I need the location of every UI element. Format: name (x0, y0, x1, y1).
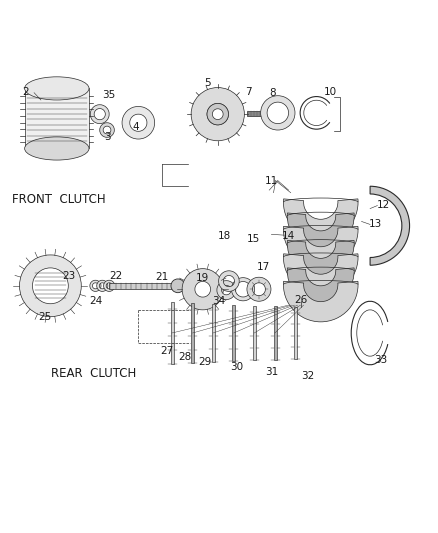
Text: REAR  CLUTCH: REAR CLUTCH (51, 367, 136, 380)
Ellipse shape (25, 137, 89, 160)
Text: 31: 31 (265, 367, 279, 377)
Wedge shape (370, 186, 410, 265)
Text: 25: 25 (39, 312, 52, 322)
Text: 26: 26 (294, 295, 307, 305)
Bar (212, 304, 215, 362)
Wedge shape (287, 240, 354, 277)
Wedge shape (191, 87, 244, 141)
Text: 24: 24 (90, 296, 103, 306)
Text: 28: 28 (178, 352, 191, 361)
Wedge shape (283, 281, 358, 322)
Wedge shape (100, 123, 114, 138)
Text: 33: 33 (374, 354, 388, 365)
Text: 3: 3 (104, 132, 110, 142)
Text: 23: 23 (62, 271, 75, 280)
Text: 18: 18 (218, 231, 231, 240)
Wedge shape (97, 280, 108, 292)
Wedge shape (122, 107, 155, 139)
Wedge shape (217, 281, 236, 300)
Ellipse shape (25, 77, 89, 100)
Bar (274, 306, 276, 360)
Bar (294, 307, 297, 359)
Wedge shape (261, 96, 295, 130)
Wedge shape (283, 254, 358, 294)
Wedge shape (283, 199, 358, 239)
Text: 27: 27 (160, 346, 174, 357)
Text: 19: 19 (196, 273, 209, 283)
Text: 5: 5 (204, 78, 211, 88)
Bar (253, 305, 256, 360)
Wedge shape (231, 278, 254, 301)
Text: 30: 30 (230, 362, 244, 373)
Text: 15: 15 (246, 235, 260, 245)
Text: 34: 34 (212, 296, 225, 306)
Wedge shape (182, 269, 223, 310)
Circle shape (171, 279, 185, 293)
Text: 22: 22 (109, 271, 122, 280)
Wedge shape (19, 255, 81, 317)
Wedge shape (247, 277, 271, 301)
Bar (191, 303, 194, 363)
Text: 13: 13 (369, 219, 382, 229)
Text: 29: 29 (198, 357, 211, 367)
Bar (170, 302, 173, 364)
Text: 8: 8 (269, 88, 276, 98)
Text: 17: 17 (257, 262, 270, 272)
Wedge shape (104, 280, 115, 292)
Wedge shape (219, 271, 239, 292)
Wedge shape (207, 103, 229, 125)
Wedge shape (283, 227, 358, 267)
Text: 21: 21 (155, 272, 169, 282)
Wedge shape (90, 104, 109, 124)
Bar (25, 88, 89, 149)
Text: 10: 10 (324, 87, 337, 97)
Text: 2: 2 (22, 87, 29, 97)
Wedge shape (287, 213, 354, 249)
Text: FRONT  CLUTCH: FRONT CLUTCH (12, 193, 106, 206)
Text: 32: 32 (301, 372, 314, 381)
Wedge shape (287, 268, 354, 304)
Wedge shape (90, 280, 101, 292)
Text: 11: 11 (265, 176, 278, 185)
Text: 14: 14 (282, 231, 295, 240)
Bar (232, 305, 235, 361)
Text: 4: 4 (132, 122, 139, 132)
Bar (247, 111, 263, 116)
Text: 35: 35 (102, 90, 116, 100)
Text: 7: 7 (245, 87, 252, 97)
Bar (109, 283, 178, 289)
Text: 12: 12 (376, 200, 389, 209)
